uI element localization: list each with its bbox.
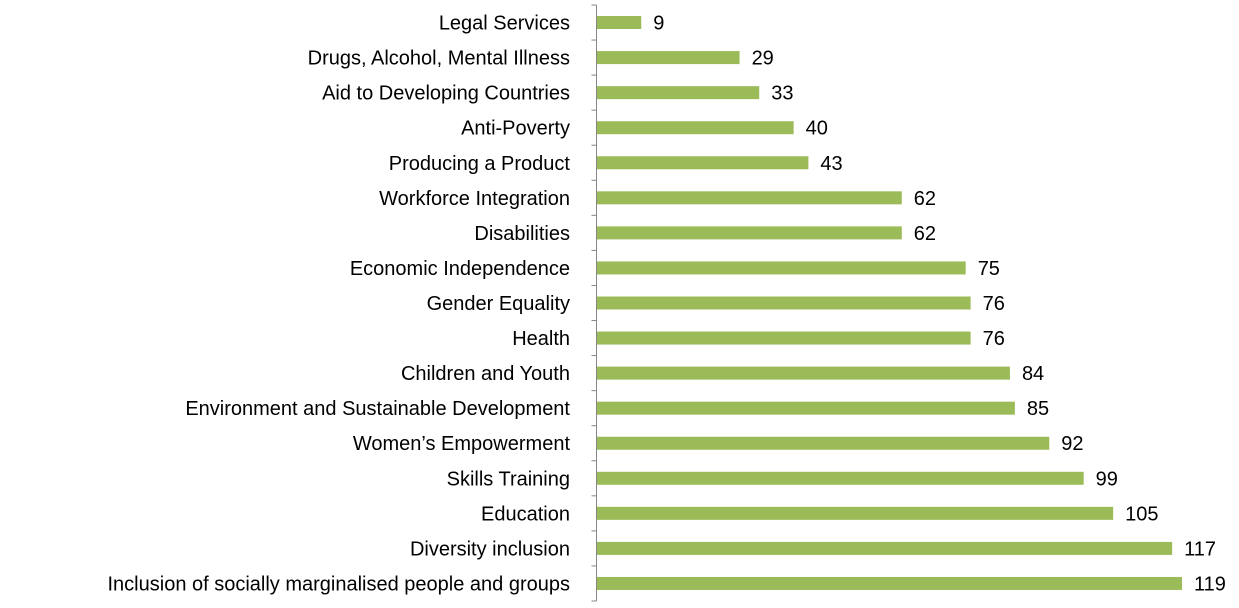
bar <box>597 226 902 240</box>
data-label: 62 <box>914 188 936 210</box>
category-label: Environment and Sustainable Development <box>185 398 570 420</box>
data-label: 117 <box>1184 538 1216 560</box>
category-label: Skills Training <box>447 468 570 490</box>
bar <box>597 506 1114 520</box>
data-label: 75 <box>978 258 1000 280</box>
bar <box>597 436 1050 450</box>
data-label: 76 <box>983 328 1005 350</box>
category-label: Producing a Product <box>389 153 571 175</box>
category-label: Education <box>481 503 570 525</box>
bar <box>597 541 1173 555</box>
bar <box>597 191 902 205</box>
bar <box>597 51 740 65</box>
data-label: 29 <box>752 48 774 70</box>
bar <box>597 156 809 170</box>
category-label: Drugs, Alcohol, Mental Illness <box>308 48 570 70</box>
data-label: 9 <box>653 13 664 35</box>
data-label: 40 <box>806 118 828 140</box>
category-labels: Legal Services Drugs, Alcohol, Mental Ill… <box>108 13 571 596</box>
data-label: 119 <box>1194 573 1226 595</box>
category-label: Economic Independence <box>350 258 570 280</box>
category-label: Legal Services <box>439 13 570 35</box>
category-label: Anti-Poverty <box>461 118 570 140</box>
category-label: Disabilities <box>474 223 570 245</box>
data-label: 84 <box>1022 363 1044 385</box>
data-label: 92 <box>1061 433 1083 455</box>
value-labels: 9 29 33 40 43 62 62 75 76 76 84 85 92 99 105 117 119 <box>653 13 1226 596</box>
data-label: 62 <box>914 223 936 245</box>
data-label: 105 <box>1125 503 1158 525</box>
bar <box>597 576 1182 590</box>
bar <box>597 86 760 100</box>
data-label: 85 <box>1027 398 1049 420</box>
bar <box>597 331 971 345</box>
data-label: 99 <box>1096 468 1118 490</box>
category-label: Gender Equality <box>427 293 570 315</box>
bar <box>597 401 1015 415</box>
category-label: Inclusion of socially marginalised peopl… <box>108 573 571 595</box>
bar <box>597 296 971 310</box>
category-label: Women’s Empowerment <box>353 433 571 455</box>
category-label: Aid to Developing Countries <box>322 83 570 105</box>
bar <box>597 121 794 135</box>
bar <box>597 261 966 275</box>
data-label: 33 <box>771 83 793 105</box>
bar <box>597 471 1084 485</box>
bar <box>597 366 1010 380</box>
bars-layer <box>597 16 1182 590</box>
bar <box>597 16 642 30</box>
category-label: Children and Youth <box>401 363 570 385</box>
category-label: Workforce Integration <box>379 188 570 210</box>
y-axis <box>591 4 597 602</box>
data-label: 43 <box>820 153 842 175</box>
data-label: 76 <box>983 293 1005 315</box>
category-label: Diversity inclusion <box>410 538 570 560</box>
category-label: Health <box>512 328 570 350</box>
